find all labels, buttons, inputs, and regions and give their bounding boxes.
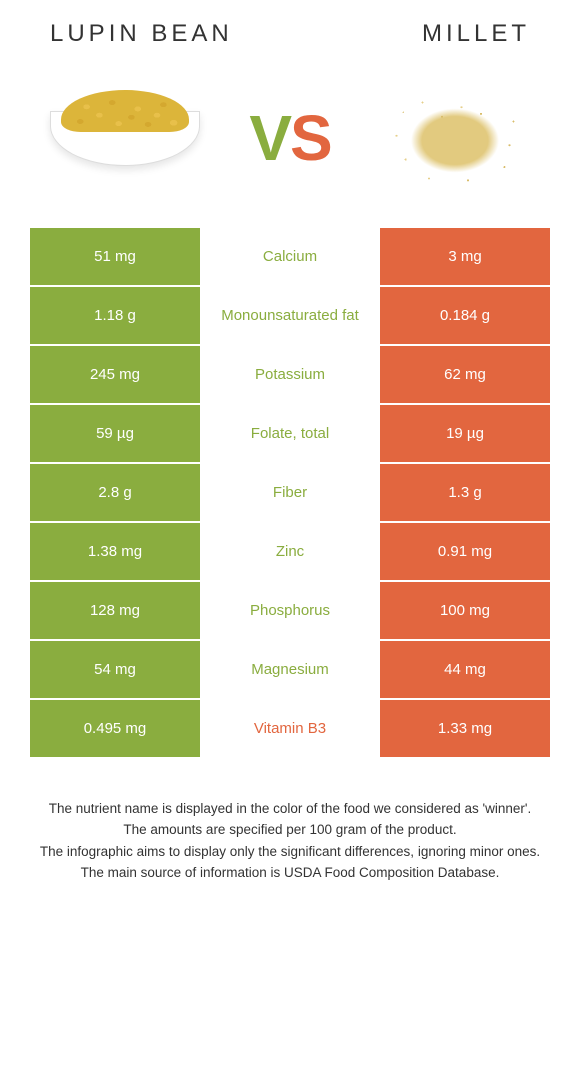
nutrient-label: Calcium [200,228,380,285]
nutrient-label: Zinc [200,523,380,580]
left-value: 128 mg [30,582,200,639]
footer-notes: The nutrient name is displayed in the co… [0,759,580,883]
nutrient-label: Folate, total [200,405,380,462]
left-value: 0.495 mg [30,700,200,757]
right-value: 100 mg [380,582,550,639]
lupin-bean-image [45,78,205,198]
right-value: 19 µg [380,405,550,462]
left-value: 2.8 g [30,464,200,521]
left-value: 1.18 g [30,287,200,344]
left-value: 59 µg [30,405,200,462]
left-value: 54 mg [30,641,200,698]
vs-s: S [290,102,331,174]
nutrient-label: Phosphorus [200,582,380,639]
nutrient-label: Fiber [200,464,380,521]
nutrient-label: Potassium [200,346,380,403]
nutrient-label: Magnesium [200,641,380,698]
right-value: 3 mg [380,228,550,285]
left-value: 1.38 mg [30,523,200,580]
table-row: 1.18 gMonounsaturated fat0.184 g [30,287,550,344]
table-row: 59 µgFolate, total19 µg [30,405,550,462]
millet-pile-icon [390,93,520,188]
left-value: 245 mg [30,346,200,403]
left-food-title: Lupin Bean [50,20,233,48]
table-row: 1.38 mgZinc0.91 mg [30,523,550,580]
right-value: 44 mg [380,641,550,698]
right-value: 1.33 mg [380,700,550,757]
table-row: 128 mgPhosphorus100 mg [30,582,550,639]
right-value: 62 mg [380,346,550,403]
footer-line: The amounts are specified per 100 gram o… [20,820,560,840]
left-value: 51 mg [30,228,200,285]
table-row: 2.8 gFiber1.3 g [30,464,550,521]
nutrient-table: 51 mgCalcium3 mg1.18 gMonounsaturated fa… [0,228,580,757]
footer-line: The nutrient name is displayed in the co… [20,799,560,819]
vs-v: V [249,102,290,174]
right-value: 0.184 g [380,287,550,344]
table-row: 51 mgCalcium3 mg [30,228,550,285]
bowl-icon [50,111,200,166]
millet-icon [380,78,530,198]
footer-line: The main source of information is USDA F… [20,863,560,883]
right-value: 0.91 mg [380,523,550,580]
hero-section: VS [0,58,580,228]
header: Lupin Bean Millet [0,0,580,58]
table-row: 0.495 mgVitamin B31.33 mg [30,700,550,757]
right-value: 1.3 g [380,464,550,521]
right-food-title: Millet [422,20,530,48]
nutrient-label: Monounsaturated fat [200,287,380,344]
footer-line: The infographic aims to display only the… [20,842,560,862]
beans-icon [61,90,189,132]
millet-image [375,78,535,198]
nutrient-label: Vitamin B3 [200,700,380,757]
vs-label: VS [249,101,330,175]
table-row: 54 mgMagnesium44 mg [30,641,550,698]
table-row: 245 mgPotassium62 mg [30,346,550,403]
